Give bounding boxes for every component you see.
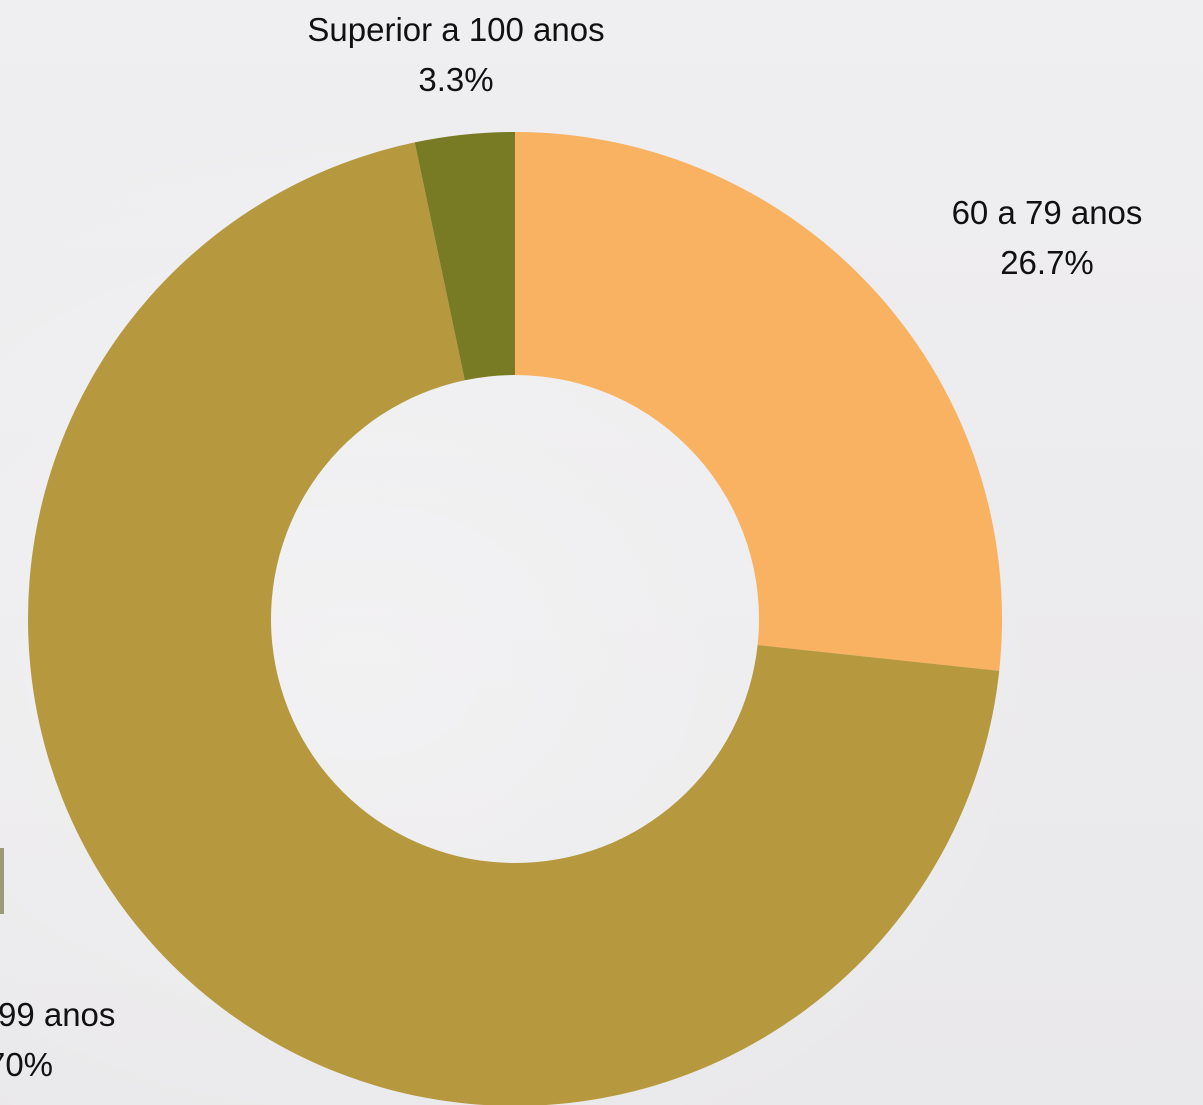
slice-value-superior-a-100-anos: 3.3% xyxy=(418,61,493,98)
corner-mark xyxy=(0,848,4,914)
slice-superior-a-100-anos xyxy=(414,132,515,381)
slice-label-60-a-79-anos: 60 a 79 anos xyxy=(952,194,1143,231)
slice-60-a-79-anos xyxy=(515,132,1002,671)
slice-80-a-99-anos xyxy=(28,142,1000,1105)
slice-label-80-a-99-anos: 80 a 99 anos xyxy=(0,996,115,1033)
slice-value-60-a-79-anos: 26.7% xyxy=(1000,244,1094,281)
slice-value-80-a-99-anos: 70% xyxy=(0,1046,53,1083)
labels: 60 a 79 anos 26.7% 80 a 99 anos 70% Superior… xyxy=(0,11,1142,1083)
slices xyxy=(28,132,1002,1105)
slice-label-superior-a-100-anos: Superior a 100 anos xyxy=(307,11,604,48)
